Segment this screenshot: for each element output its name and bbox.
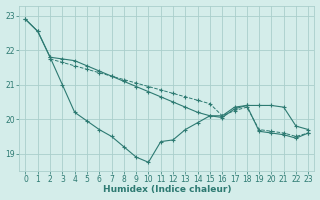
X-axis label: Humidex (Indice chaleur): Humidex (Indice chaleur) [103,185,231,194]
